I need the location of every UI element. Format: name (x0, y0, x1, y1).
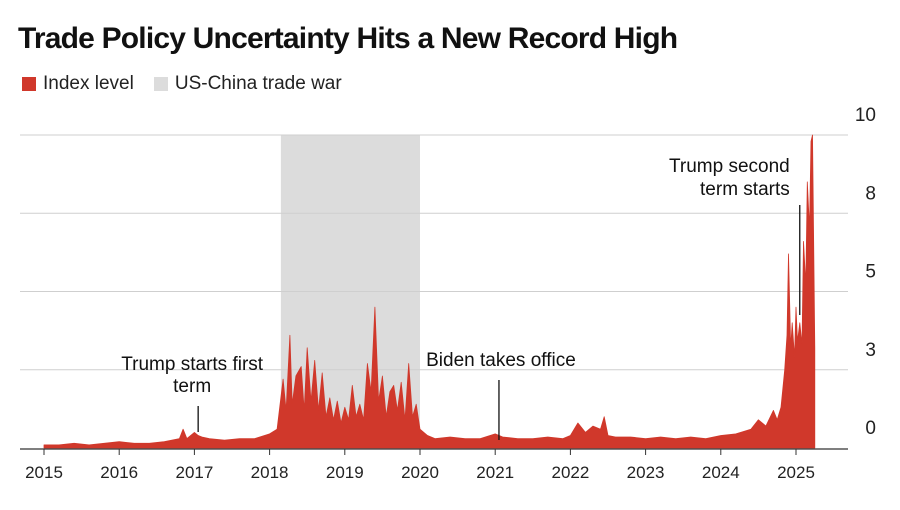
legend: Index level US-China trade war (22, 73, 362, 95)
x-tick-label: 2025 (777, 463, 815, 482)
legend-item-index-level: Index level (22, 73, 134, 95)
annotation-label: Trump starts first (121, 354, 264, 375)
annotation-label: Trump second (669, 156, 790, 177)
x-tick-label: 2022 (551, 463, 589, 482)
x-tick-label: 2018 (251, 463, 289, 482)
y-tick-label: 0 (865, 418, 876, 439)
y-tick-label: 5 (865, 262, 876, 283)
legend-swatch-trade-war (153, 77, 168, 91)
x-tick-label: 2016 (100, 463, 138, 482)
legend-label-trade-war: US-China trade war (174, 73, 342, 94)
x-tick-label: 2020 (401, 463, 439, 482)
annotation-label: term starts (700, 179, 790, 200)
legend-item-trade-war: US-China trade war (153, 73, 342, 95)
chart-title: Trade Policy Uncertainty Hits a New Reco… (18, 22, 678, 55)
legend-label-index-level: Index level (43, 73, 134, 94)
x-tick-label: 2024 (702, 463, 740, 482)
x-tick-label: 2021 (476, 463, 514, 482)
annotation-label: term (173, 376, 211, 397)
area-series-index-level (43, 134, 816, 449)
legend-swatch-index-level (22, 77, 36, 91)
y-tick-label: 3 (865, 340, 876, 361)
y-tick-label: 10 (855, 105, 876, 126)
annotation-label: Biden takes office (426, 350, 576, 371)
y-tick-label: 8 (865, 183, 876, 204)
x-tick-label: 2019 (326, 463, 364, 482)
x-tick-label: 2023 (627, 463, 665, 482)
x-tick-label: 2015 (25, 463, 63, 482)
x-tick-label: 2017 (175, 463, 213, 482)
